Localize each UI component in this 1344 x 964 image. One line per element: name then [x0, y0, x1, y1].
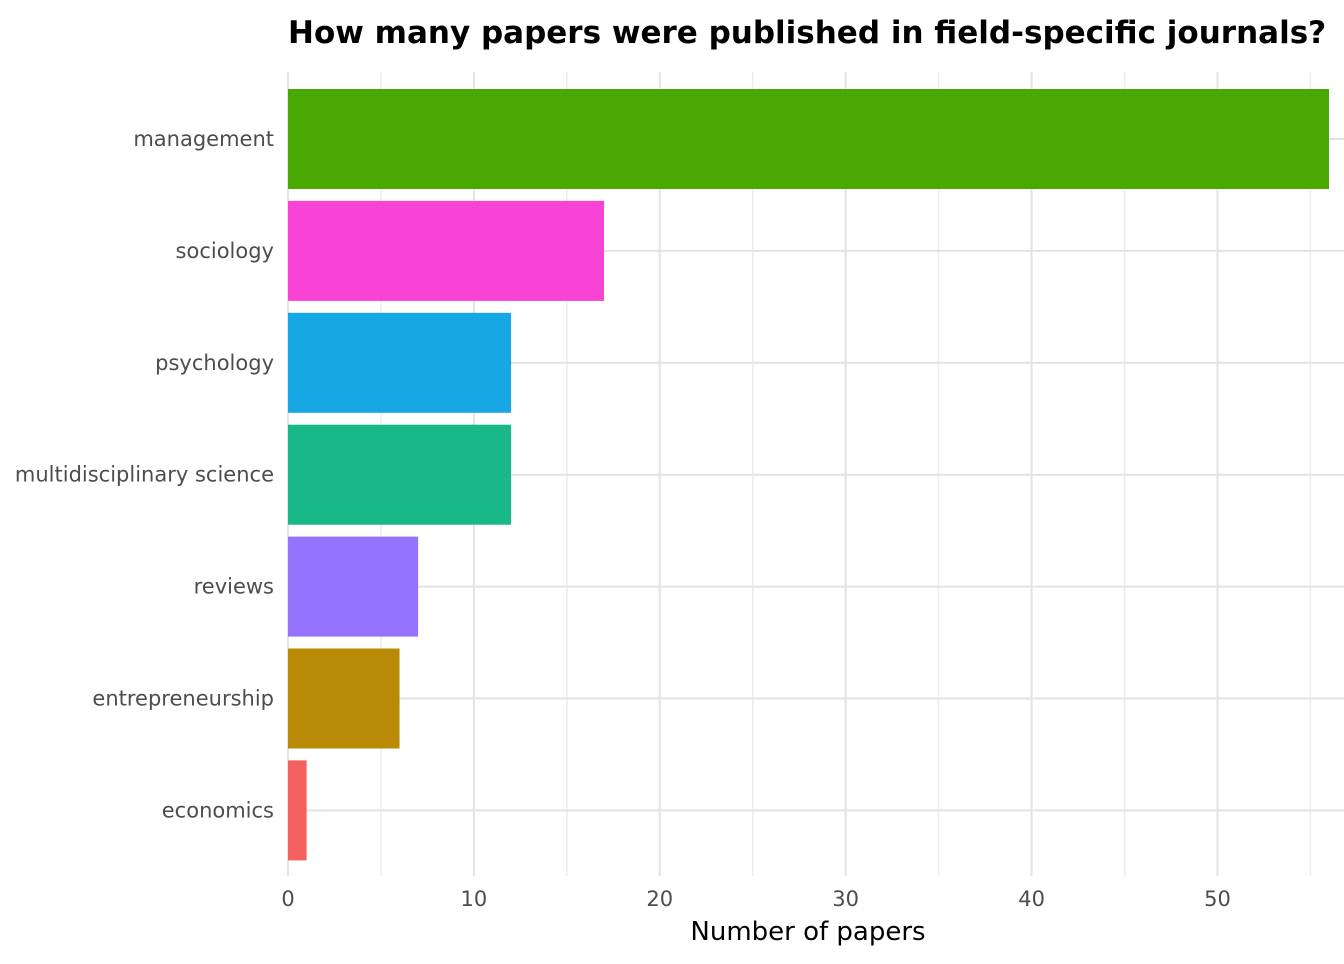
x-axis-title: Number of papers: [690, 917, 925, 947]
x-tick-label: 50: [1204, 887, 1231, 911]
category-label-layer: management sociology psychology multidiscip…: [15, 127, 274, 822]
bar-psychology: [288, 312, 512, 413]
bar-entrepreneurship: [288, 648, 400, 749]
bar-sociology: [288, 200, 605, 301]
category-label: sociology: [176, 239, 274, 263]
x-tick-label-layer: 0 10 20 30 40 50: [281, 887, 1231, 911]
x-tick-label: 20: [646, 887, 673, 911]
x-tick-label: 10: [461, 887, 488, 911]
category-label: management: [133, 127, 274, 151]
chart-title: How many papers were published in field-…: [288, 15, 1326, 51]
bar-economics: [288, 760, 307, 861]
x-tick-label: 30: [832, 887, 859, 911]
category-label: reviews: [194, 575, 274, 599]
bar-reviews: [288, 536, 419, 637]
x-tick-label: 0: [281, 887, 294, 911]
category-label: multidisciplinary science: [15, 463, 274, 487]
bar-multidisciplinary-science: [288, 424, 512, 525]
bar-layer: [288, 89, 1329, 861]
x-tick-label: 40: [1018, 887, 1045, 911]
category-label: entrepreneurship: [92, 687, 274, 711]
bar-management: [288, 89, 1329, 189]
category-label: economics: [162, 798, 274, 822]
category-label: psychology: [155, 351, 274, 375]
